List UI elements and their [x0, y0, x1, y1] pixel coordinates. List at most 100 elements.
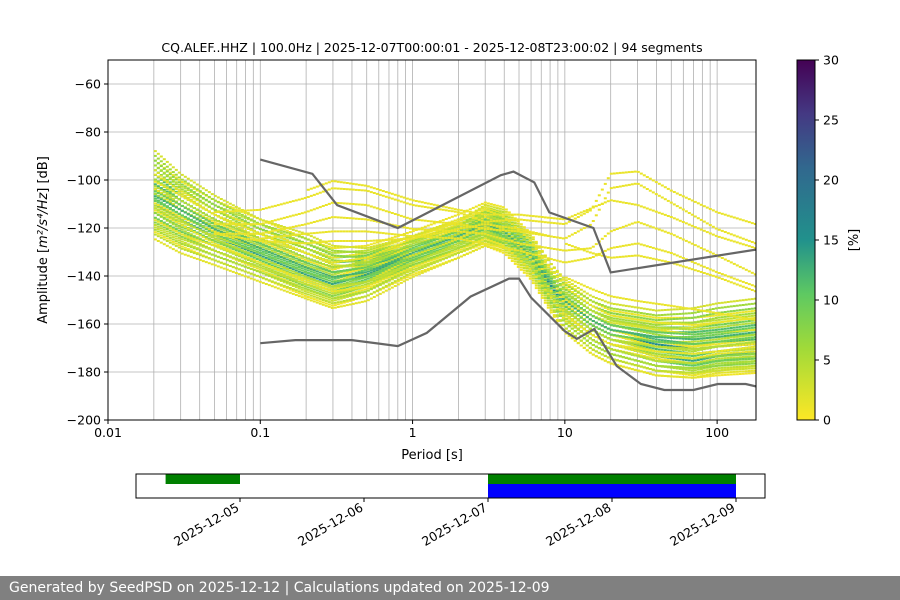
- psd-cell: [174, 230, 178, 233]
- psd-cell: [318, 300, 322, 303]
- psd-cell: [168, 198, 172, 201]
- psd-cell: [279, 269, 283, 272]
- psd-cell: [417, 239, 421, 242]
- psd-outlier-cell: [342, 202, 346, 205]
- psd-cell: [222, 248, 226, 251]
- psd-cell: [156, 192, 160, 194]
- psd-cell: [372, 256, 376, 258]
- psd-cell: [405, 268, 409, 271]
- psd-cell: [279, 251, 283, 254]
- psd-outlier-cell: [435, 236, 439, 239]
- psd-cell: [369, 288, 373, 290]
- psd-outlier-cell: [294, 233, 298, 236]
- psd-cell: [300, 267, 304, 270]
- psd-outlier-cell: [306, 210, 310, 213]
- psd-cell: [321, 253, 325, 256]
- psd-cell: [234, 225, 238, 228]
- psd-cell: [360, 274, 364, 277]
- psd-cell: [159, 208, 163, 210]
- psd-cell: [324, 244, 328, 247]
- psd-cell: [237, 260, 241, 262]
- psd-cell: [345, 283, 349, 286]
- psd-cell: [414, 248, 418, 251]
- psd-cell: [177, 203, 181, 206]
- psd-cell: [378, 279, 382, 282]
- psd-cell: [396, 258, 400, 260]
- psd-cell: [222, 253, 226, 256]
- psd-outlier-cell: [444, 206, 448, 209]
- psd-cell: [414, 245, 418, 248]
- psd-cell: [360, 267, 364, 269]
- psd-cell: [327, 265, 331, 268]
- psd-cell: [204, 216, 208, 219]
- psd-outlier-cell: [240, 237, 244, 240]
- psd-cell: [159, 177, 163, 180]
- psd-cell: [405, 232, 409, 234]
- psd-cell: [381, 254, 385, 257]
- psd-cell: [162, 233, 166, 236]
- psd-cell: [309, 292, 313, 295]
- psd-cell: [171, 166, 175, 169]
- psd-cell: [294, 286, 298, 289]
- psd-cell: [165, 174, 169, 177]
- psd-outlier-cell: [357, 230, 361, 233]
- psd-cell: [414, 253, 418, 256]
- psd-cell: [381, 262, 385, 264]
- psd-cell: [153, 164, 157, 167]
- psd-cell: [387, 260, 391, 263]
- psd-outlier-cell: [390, 197, 394, 200]
- psd-cell: [309, 289, 313, 292]
- psd-cell: [165, 186, 169, 189]
- psd-cell: [216, 260, 220, 263]
- psd-cell: [369, 283, 373, 286]
- psd-cell: [387, 249, 391, 252]
- psd-outlier-cell: [288, 215, 292, 218]
- psd-cell: [360, 279, 364, 282]
- psd-outlier-cell: [285, 234, 289, 237]
- psd-cell: [345, 286, 349, 289]
- psd-cell: [444, 249, 448, 252]
- psd-outlier-cell: [330, 187, 334, 190]
- psd-cell: [243, 248, 247, 251]
- psd-cell: [420, 255, 424, 258]
- psd-cell: [204, 189, 208, 192]
- psd-cell: [291, 292, 295, 295]
- psd-outlier-cell: [240, 209, 244, 212]
- psd-outlier-cell: [267, 230, 271, 233]
- psd-cell: [432, 256, 436, 258]
- psd-cell: [435, 247, 439, 250]
- psd-cell: [207, 262, 211, 265]
- psd-cell: [243, 252, 247, 255]
- psd-cell: [189, 251, 193, 253]
- psd-cell: [165, 208, 169, 211]
- psd-cell: [405, 256, 409, 259]
- psd-cell: [204, 251, 208, 254]
- psd-cell: [369, 243, 373, 246]
- psd-cell: [324, 273, 328, 276]
- psd-cell: [399, 244, 403, 247]
- psd-cell: [315, 275, 319, 278]
- psd-cell: [159, 198, 163, 201]
- psd-cell: [402, 269, 406, 272]
- psd-cell: [231, 209, 235, 212]
- psd-cell: [330, 271, 334, 273]
- psd-cell: [303, 275, 307, 278]
- psd-cell: [225, 226, 229, 229]
- psd-outlier-cell: [366, 190, 370, 193]
- psd-cell: [315, 260, 319, 263]
- psd-outlier-cell: [435, 221, 439, 223]
- psd-cell: [375, 255, 379, 258]
- psd-outlier-cell: [222, 232, 226, 235]
- psd-outlier-cell: [432, 233, 436, 235]
- psd-cell: [366, 256, 370, 259]
- psd-cell: [174, 237, 178, 240]
- psd-outlier-cell: [333, 216, 337, 219]
- psd-cell: [180, 235, 184, 238]
- psd-cell: [321, 301, 325, 304]
- psd-outlier-cell: [450, 207, 454, 210]
- psd-outlier-cell: [444, 209, 448, 212]
- psd-cell: [363, 295, 367, 298]
- psd-outlier-cell: [291, 241, 295, 244]
- psd-cell: [312, 269, 316, 272]
- psd-cell: [387, 267, 391, 270]
